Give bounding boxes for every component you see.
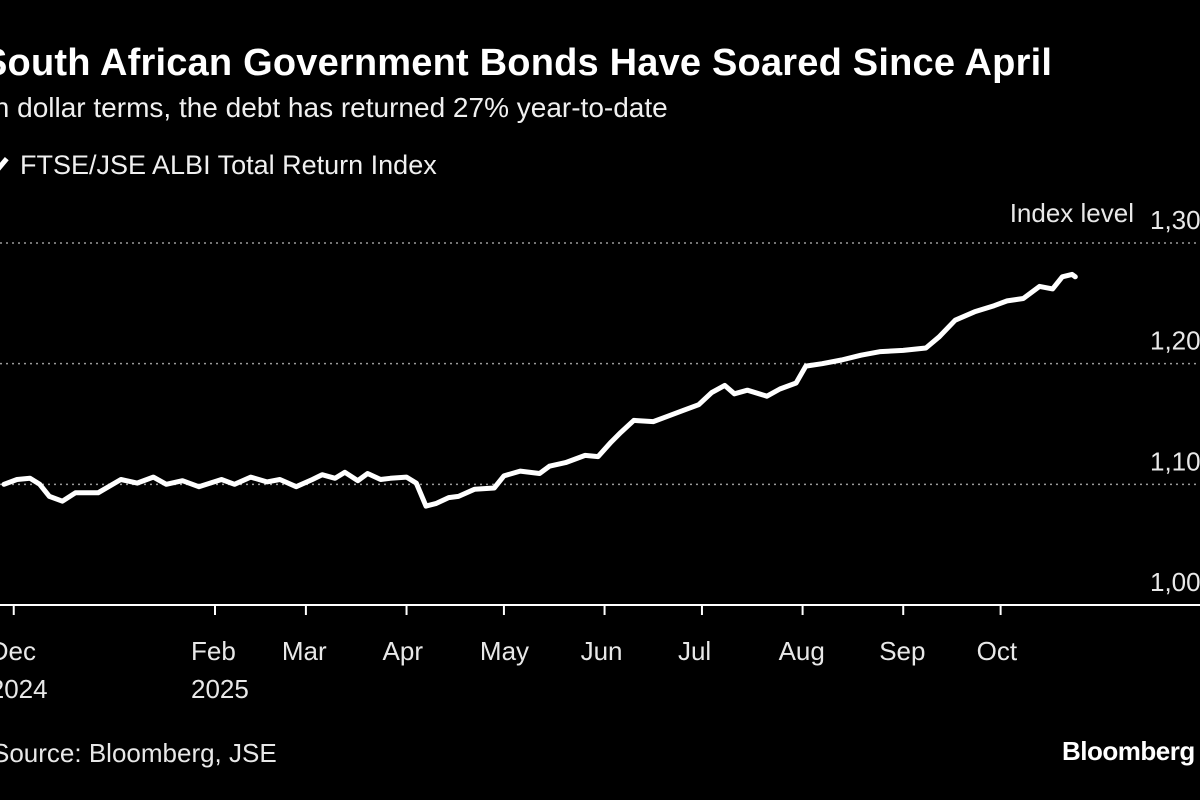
bloomberg-logo: Bloomberg xyxy=(1062,736,1195,766)
y-tick-label: 1,000 xyxy=(1150,567,1200,597)
x-tick-label: Dec xyxy=(0,636,36,666)
source-note: Source: Bloomberg, JSE xyxy=(0,738,277,768)
x-tick-label: May xyxy=(480,636,529,666)
y-axis-labels: 1,000 1,100 1,200 1,300 xyxy=(1150,205,1200,597)
x-tick-label: Oct xyxy=(977,636,1018,666)
x-tick-label: Feb xyxy=(191,636,236,666)
x-axis: Dec 2024 Feb 2025 Mar Apr May Jun Jul Aug Sep Oct xyxy=(0,604,1200,704)
y-tick-label: 1,300 xyxy=(1150,205,1200,235)
x-tick-label: Jun xyxy=(581,636,623,666)
x-tick-label: Sep xyxy=(879,636,925,666)
x-tick-label: Mar xyxy=(282,636,327,666)
x-tick-year-label: 2024 xyxy=(0,674,48,704)
grid-lines xyxy=(0,242,1200,486)
x-tick-label: Jul xyxy=(678,636,711,666)
y-tick-label: 1,100 xyxy=(1150,446,1200,476)
x-tick-label: Apr xyxy=(383,636,424,666)
chart-title: South African Government Bonds Have Soar… xyxy=(0,42,1053,84)
x-tick-label: Aug xyxy=(779,636,825,666)
legend: FTSE/JSE ALBI Total Return Index xyxy=(0,150,437,181)
series-line-albi xyxy=(1,271,1078,509)
chart-subtitle: In dollar terms, the debt has returned 2… xyxy=(0,92,668,123)
x-tick-year-label: 2025 xyxy=(191,674,249,704)
y-axis-label: Index level xyxy=(1010,198,1134,228)
legend-label: FTSE/JSE ALBI Total Return Index xyxy=(20,150,437,180)
y-tick-label: 1,200 xyxy=(1150,326,1200,356)
